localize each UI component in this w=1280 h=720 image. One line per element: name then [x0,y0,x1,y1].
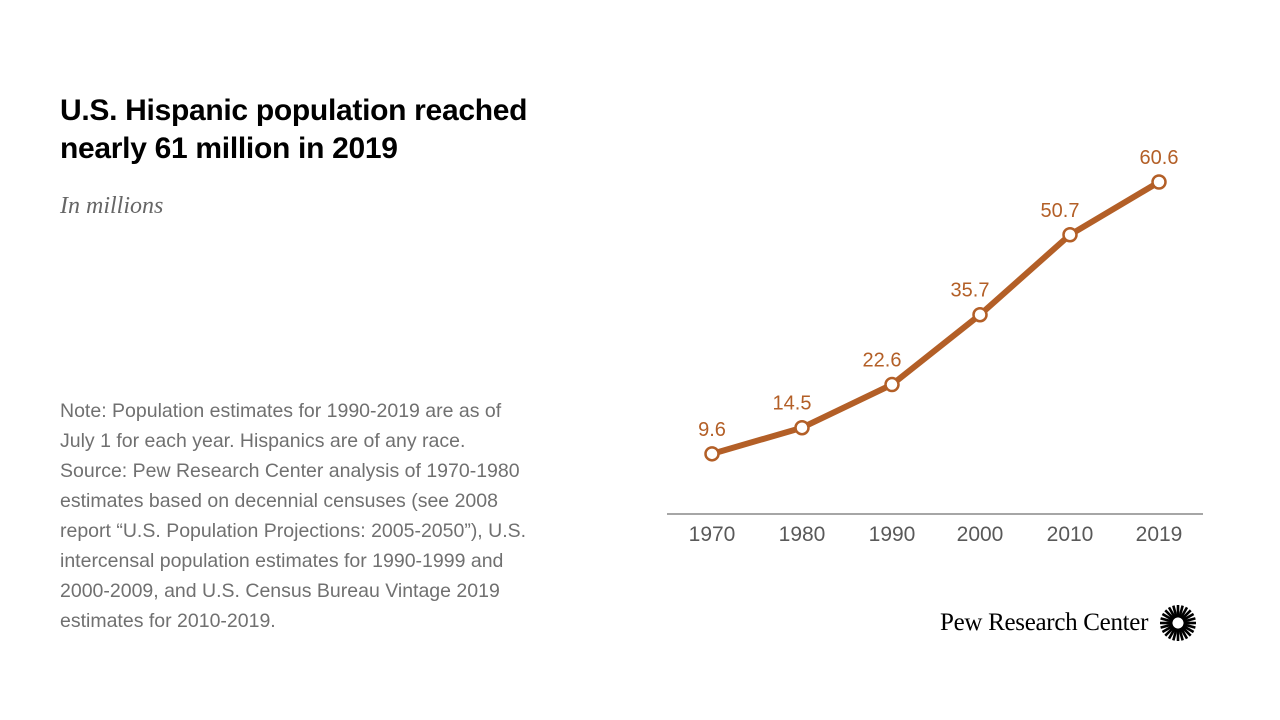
chart-title-line-1: U.S. Hispanic population reached [60,94,528,127]
data-point [884,376,900,393]
data-point [1062,227,1078,243]
data-label: 14.5 [773,393,812,415]
logo-ray [1167,606,1177,619]
chart-subtitle: In millions [60,193,164,219]
data-point [972,306,988,323]
logo-ray [1160,623,1174,629]
logo-ray [1172,627,1178,641]
logo-ray [1181,625,1192,637]
source-line: estimates based on decennial censuses (s… [60,490,498,512]
data-label: 50.7 [1041,200,1080,222]
chart-title-line-2: nearly 61 million in 2019 [60,132,398,165]
data-label: 9.6 [698,419,726,441]
logo-ray [1178,605,1185,619]
source-line: intercensal population estimates for 199… [60,550,504,572]
data-point [704,446,720,462]
logo-ray [1179,627,1189,640]
source-line: report “U.S. Population Projections: 200… [60,520,527,542]
logo-ray [1178,627,1185,641]
note-line: Note: Population estimates for 1990-2019… [60,400,502,422]
logo-ray [1164,625,1176,637]
logo-ray [1182,624,1195,634]
source-line: Source: Pew Research Center analysis of … [60,460,520,482]
logo-ray [1160,617,1174,623]
notes-block: Note: Population estimates for 1990-2019… [60,396,620,636]
logo-ray [1182,612,1195,622]
series-line [709,179,1162,457]
logo-ray [1183,617,1196,623]
logo-ray [1172,605,1178,619]
x-tick-label: 2000 [957,523,1004,546]
logo-ray [1167,627,1177,640]
data-point [794,419,810,436]
data-label: 60.6 [1140,147,1179,169]
data-label: 22.6 [863,350,902,372]
x-tick-label: 2019 [1136,523,1183,546]
brand-footer: Pew Research Center [940,603,1198,643]
note-line: July 1 for each year. Hispanics are of a… [60,430,466,452]
logo-ray [1183,623,1196,629]
source-line: estimates for 2010-2019. [60,610,276,632]
logo-ray [1161,612,1174,622]
logo-ray [1179,606,1189,619]
source-line: 2000-2009, and U.S. Census Bureau Vintag… [60,580,500,602]
data-label: 35.7 [951,280,990,302]
x-tick-label: 1970 [689,523,736,546]
logo-ray [1164,609,1176,621]
x-tick-label: 1990 [869,523,916,546]
data-point [1151,174,1167,190]
sunburst-logo-icon [1160,605,1197,641]
brand-name: Pew Research Center [940,609,1149,636]
x-tick-label: 1980 [779,523,826,546]
x-tick-label: 2010 [1047,523,1094,546]
chart-title: U.S. Hispanic population reached nearly … [60,92,620,168]
logo-ray [1161,624,1174,634]
logo-ray [1181,609,1192,621]
